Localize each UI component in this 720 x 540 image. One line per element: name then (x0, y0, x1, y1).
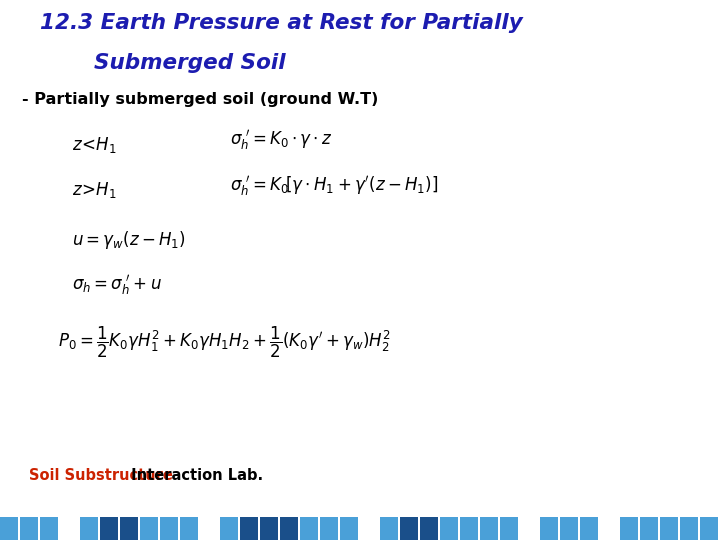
Bar (60, 517, 78, 540)
Bar (40, 517, 58, 540)
Bar (20, 517, 37, 540)
Bar (660, 517, 678, 540)
Bar (640, 517, 657, 540)
Bar (120, 517, 138, 540)
Text: 12.3 Earth Pressure at Rest for Partially: 12.3 Earth Pressure at Rest for Partiall… (40, 12, 522, 33)
Bar (540, 517, 557, 540)
Text: $\sigma_{h}^{\ \prime} = K_0\!\left[\gamma \cdot H_1 + \gamma^{\prime}(z - H_1)\: $\sigma_{h}^{\ \prime} = K_0\!\left[\gam… (230, 173, 438, 198)
Bar (360, 517, 377, 540)
Text: $\sigma_{h}^{\ \prime} = K_0 \cdot \gamma \cdot z$: $\sigma_{h}^{\ \prime} = K_0 \cdot \gamm… (230, 128, 333, 152)
Bar (520, 517, 538, 540)
Bar (260, 517, 278, 540)
Bar (340, 517, 358, 540)
Bar (560, 517, 577, 540)
Text: $\mathit{z\!<\!H_1}$: $\mathit{z\!<\!H_1}$ (72, 134, 117, 154)
Text: Interaction Lab.: Interaction Lab. (126, 468, 263, 483)
Bar (480, 517, 498, 540)
Bar (620, 517, 638, 540)
Bar (100, 517, 117, 540)
Bar (140, 517, 158, 540)
Bar (400, 517, 418, 540)
Bar (300, 517, 318, 540)
Bar (380, 517, 397, 540)
Bar (200, 517, 217, 540)
Bar (0, 517, 17, 540)
Text: - Partially submerged soil (ground W.T): - Partially submerged soil (ground W.T) (22, 92, 378, 107)
Text: $\mathit{z\!>\!H_1}$: $\mathit{z\!>\!H_1}$ (72, 180, 117, 200)
Bar (160, 517, 178, 540)
Bar (180, 517, 197, 540)
Bar (420, 517, 438, 540)
Bar (680, 517, 698, 540)
Bar (220, 517, 238, 540)
Bar (580, 517, 598, 540)
Text: $P_0 = \dfrac{1}{2} K_0\gamma H_1^2 + K_0\gamma H_1 H_2 + \dfrac{1}{2}(K_0\gamma: $P_0 = \dfrac{1}{2} K_0\gamma H_1^2 + K_… (58, 325, 390, 360)
Text: Submerged Soil: Submerged Soil (94, 53, 285, 73)
Text: $u = \gamma_w(z - H_1)$: $u = \gamma_w(z - H_1)$ (72, 230, 186, 252)
Bar (320, 517, 338, 540)
Text: Soil Substructure: Soil Substructure (29, 468, 173, 483)
Bar (440, 517, 458, 540)
Bar (240, 517, 258, 540)
Bar (460, 517, 477, 540)
Bar (280, 517, 297, 540)
Bar (80, 517, 98, 540)
Bar (600, 517, 618, 540)
Bar (700, 517, 718, 540)
Bar (500, 517, 518, 540)
Text: $\sigma_h = \sigma_h^{\ \prime} + u$: $\sigma_h = \sigma_h^{\ \prime} + u$ (72, 273, 162, 297)
